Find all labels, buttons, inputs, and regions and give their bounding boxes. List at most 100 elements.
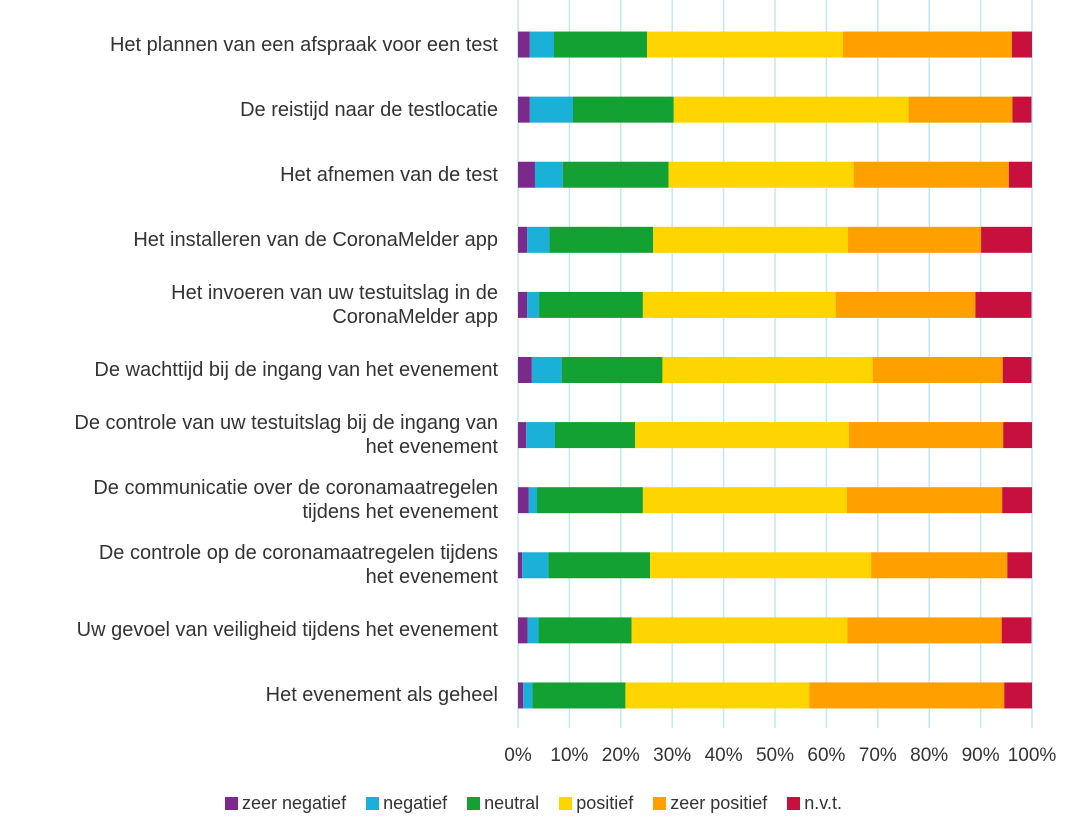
x-tick-label: 0% xyxy=(504,745,532,766)
bar-segment xyxy=(561,357,663,383)
bar-segment xyxy=(572,96,674,123)
bar-segment xyxy=(849,422,1004,449)
bar-segment xyxy=(518,487,529,514)
bar-segment xyxy=(534,161,563,188)
bar-segment xyxy=(642,291,836,318)
bar-segment xyxy=(1012,96,1032,123)
bar-segment xyxy=(871,552,1008,579)
legend-label: negatief xyxy=(383,793,448,813)
y-tick-label: Het evenement als geheel xyxy=(265,684,498,707)
bar-segment xyxy=(518,226,528,253)
bar-segment xyxy=(673,96,909,123)
bar-segment xyxy=(625,682,810,709)
bar-segment xyxy=(528,487,538,514)
bar-segment xyxy=(523,682,533,709)
bar-segment xyxy=(522,552,549,579)
legend-item: zeer positief xyxy=(653,793,767,814)
bar-segment xyxy=(981,226,1032,253)
legend: zeer negatief negatief neutral positief zeer… xyxy=(0,793,1067,814)
bar-segment xyxy=(835,291,976,318)
bar-segment xyxy=(526,422,556,449)
bar-segment xyxy=(1008,161,1032,188)
bar-segment xyxy=(642,487,847,514)
x-tick-label: 80% xyxy=(910,745,949,766)
bar-segment xyxy=(635,422,850,449)
x-tick-label: 70% xyxy=(858,745,897,766)
bar-segment xyxy=(1004,682,1032,709)
legend-label: positief xyxy=(576,793,634,813)
legend-item: negatief xyxy=(366,793,447,814)
bar-segment xyxy=(847,617,1002,644)
legend-swatch xyxy=(467,797,481,810)
bar-segment xyxy=(518,357,532,383)
bar-segment xyxy=(975,291,1032,318)
x-tick-label: 100% xyxy=(1007,745,1057,766)
bar-segment xyxy=(1007,552,1032,579)
y-tick-label: De controle op de coronamaatregelen tijd… xyxy=(98,542,498,589)
legend-swatch xyxy=(653,797,667,810)
y-tick-label: Uw gevoel van veiligheid tijdens het eve… xyxy=(76,619,498,642)
x-tick-label: 90% xyxy=(961,745,1000,766)
bar-segment xyxy=(537,487,643,514)
bar-segment xyxy=(847,226,982,253)
bar-segment xyxy=(539,291,643,318)
y-tick-label: Het installeren van de CoronaMelder app xyxy=(133,228,498,251)
bar-segment xyxy=(853,161,1009,188)
bar-segment xyxy=(529,96,573,123)
legend-item: n.v.t. xyxy=(787,793,842,814)
bar-segment xyxy=(518,161,535,188)
y-tick-label: Het invoeren van uw testuitslag in de Co… xyxy=(171,281,498,328)
bar-segment xyxy=(1011,31,1032,58)
y-tick-label: De communicatie over de coronamaatregele… xyxy=(93,477,498,524)
legend-item: positief xyxy=(559,793,633,814)
bar-segment xyxy=(553,31,648,58)
bar-segment xyxy=(647,31,843,58)
bar-segment xyxy=(518,422,527,449)
y-tick-label: Het plannen van een afspraak voor een te… xyxy=(109,33,498,56)
bar-segment xyxy=(518,291,528,318)
y-tick-label: De reistijd naar de testlocatie xyxy=(240,98,498,121)
bar-segment xyxy=(532,682,626,709)
bar-segment xyxy=(527,617,539,644)
legend-item: zeer negatief xyxy=(225,793,346,814)
x-tick-label: 50% xyxy=(755,745,795,766)
bar-segment xyxy=(631,617,848,644)
legend-swatch xyxy=(366,797,380,810)
x-tick-label: 40% xyxy=(704,745,743,766)
bar-segment xyxy=(668,161,854,188)
x-tick-label: 10% xyxy=(550,745,589,766)
x-tick-label: 60% xyxy=(807,745,846,766)
legend-swatch xyxy=(225,797,238,810)
legend-swatch xyxy=(559,797,573,810)
bar-segment xyxy=(555,422,636,449)
legend-label: zeer positief xyxy=(670,793,768,813)
legend-label: n.v.t. xyxy=(804,793,842,813)
bar-segment xyxy=(518,552,523,579)
bar-segment xyxy=(809,682,1005,709)
x-tick-label: 30% xyxy=(653,745,692,766)
legend-label: zeer negatief xyxy=(242,793,347,813)
bar-segment xyxy=(549,226,654,253)
bar-segment xyxy=(872,357,1003,383)
y-tick-label: De wachttijd bij de ingang van het evene… xyxy=(94,359,498,381)
bar-segment xyxy=(846,487,1003,514)
y-tick-label: Het afnemen van de test xyxy=(280,163,498,186)
bar-segment xyxy=(562,161,669,188)
bar-segment xyxy=(538,617,632,644)
bar-segment xyxy=(662,357,873,383)
bar-segment xyxy=(908,96,1013,123)
y-tick-label: De controle van uw testuitslag bij de in… xyxy=(74,412,498,459)
bar-segment xyxy=(531,357,562,383)
legend-item: neutral xyxy=(467,793,539,814)
bar-segment xyxy=(527,226,550,253)
bar-segment xyxy=(1003,422,1032,449)
bar-segment xyxy=(518,31,530,58)
bar-segment xyxy=(1002,357,1032,383)
bar-segment xyxy=(650,552,872,579)
legend-swatch xyxy=(787,797,801,810)
bar-segment xyxy=(653,226,848,253)
x-tick-label: 20% xyxy=(601,745,640,766)
bar-segment xyxy=(1001,617,1032,644)
